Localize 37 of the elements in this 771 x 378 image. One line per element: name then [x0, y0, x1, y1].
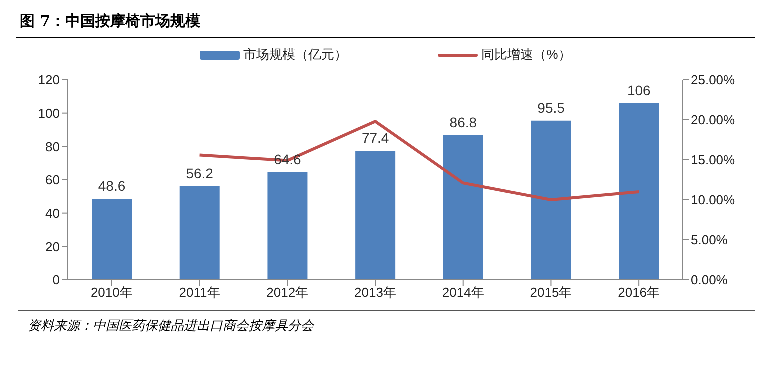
data-label: 56.2	[186, 165, 214, 182]
legend-label: 市场规模（亿元）	[244, 46, 348, 64]
chart-title: 图 7：中国按摩椅市场规模	[16, 8, 755, 38]
y-tick-label: 40	[46, 206, 60, 221]
y-tick-label: 60	[46, 172, 60, 188]
x-tick-label: 2012年	[266, 285, 309, 300]
bar	[356, 151, 396, 280]
x-tick-label: 2016年	[618, 285, 660, 300]
x-tick-label: 2011年	[179, 285, 220, 300]
y-tick-label: 100	[38, 106, 60, 121]
bar	[180, 186, 220, 280]
bar	[619, 103, 660, 280]
y-tick-label: 80	[46, 139, 60, 154]
x-tick-label: 2015年	[530, 285, 572, 300]
bar	[268, 172, 308, 280]
x-tick-label: 2014年	[442, 285, 484, 300]
bar	[92, 199, 132, 280]
y2-tick-label: 10.00%	[691, 192, 736, 208]
data-label: 95.5	[538, 100, 566, 116]
y-tick-label: 20	[46, 239, 60, 254]
bar	[443, 135, 484, 280]
x-tick-label: 2013年	[354, 285, 396, 300]
y-tick-label: 0	[52, 272, 60, 288]
data-label: 77.4	[362, 130, 390, 146]
y2-tick-label: 15.00%	[691, 152, 736, 168]
bar	[531, 120, 572, 280]
text: 资料来源：中国医药保健品进出口商会按摩具分会	[28, 318, 316, 335]
data-label: 48.6	[98, 178, 126, 194]
legend-label: 同比增速（%）	[482, 46, 572, 64]
data-label: 106	[627, 82, 652, 98]
y2-tick-label: 25.00%	[691, 72, 736, 88]
x-tick-label: 2010年	[90, 285, 133, 300]
y2-tick-label: 5.00%	[691, 232, 728, 248]
data-label: 86.8	[450, 114, 478, 130]
y2-tick-label: 20.00%	[691, 112, 736, 128]
y2-tick-label: 0.00%	[691, 272, 728, 288]
y-tick-label: 120	[38, 72, 60, 88]
